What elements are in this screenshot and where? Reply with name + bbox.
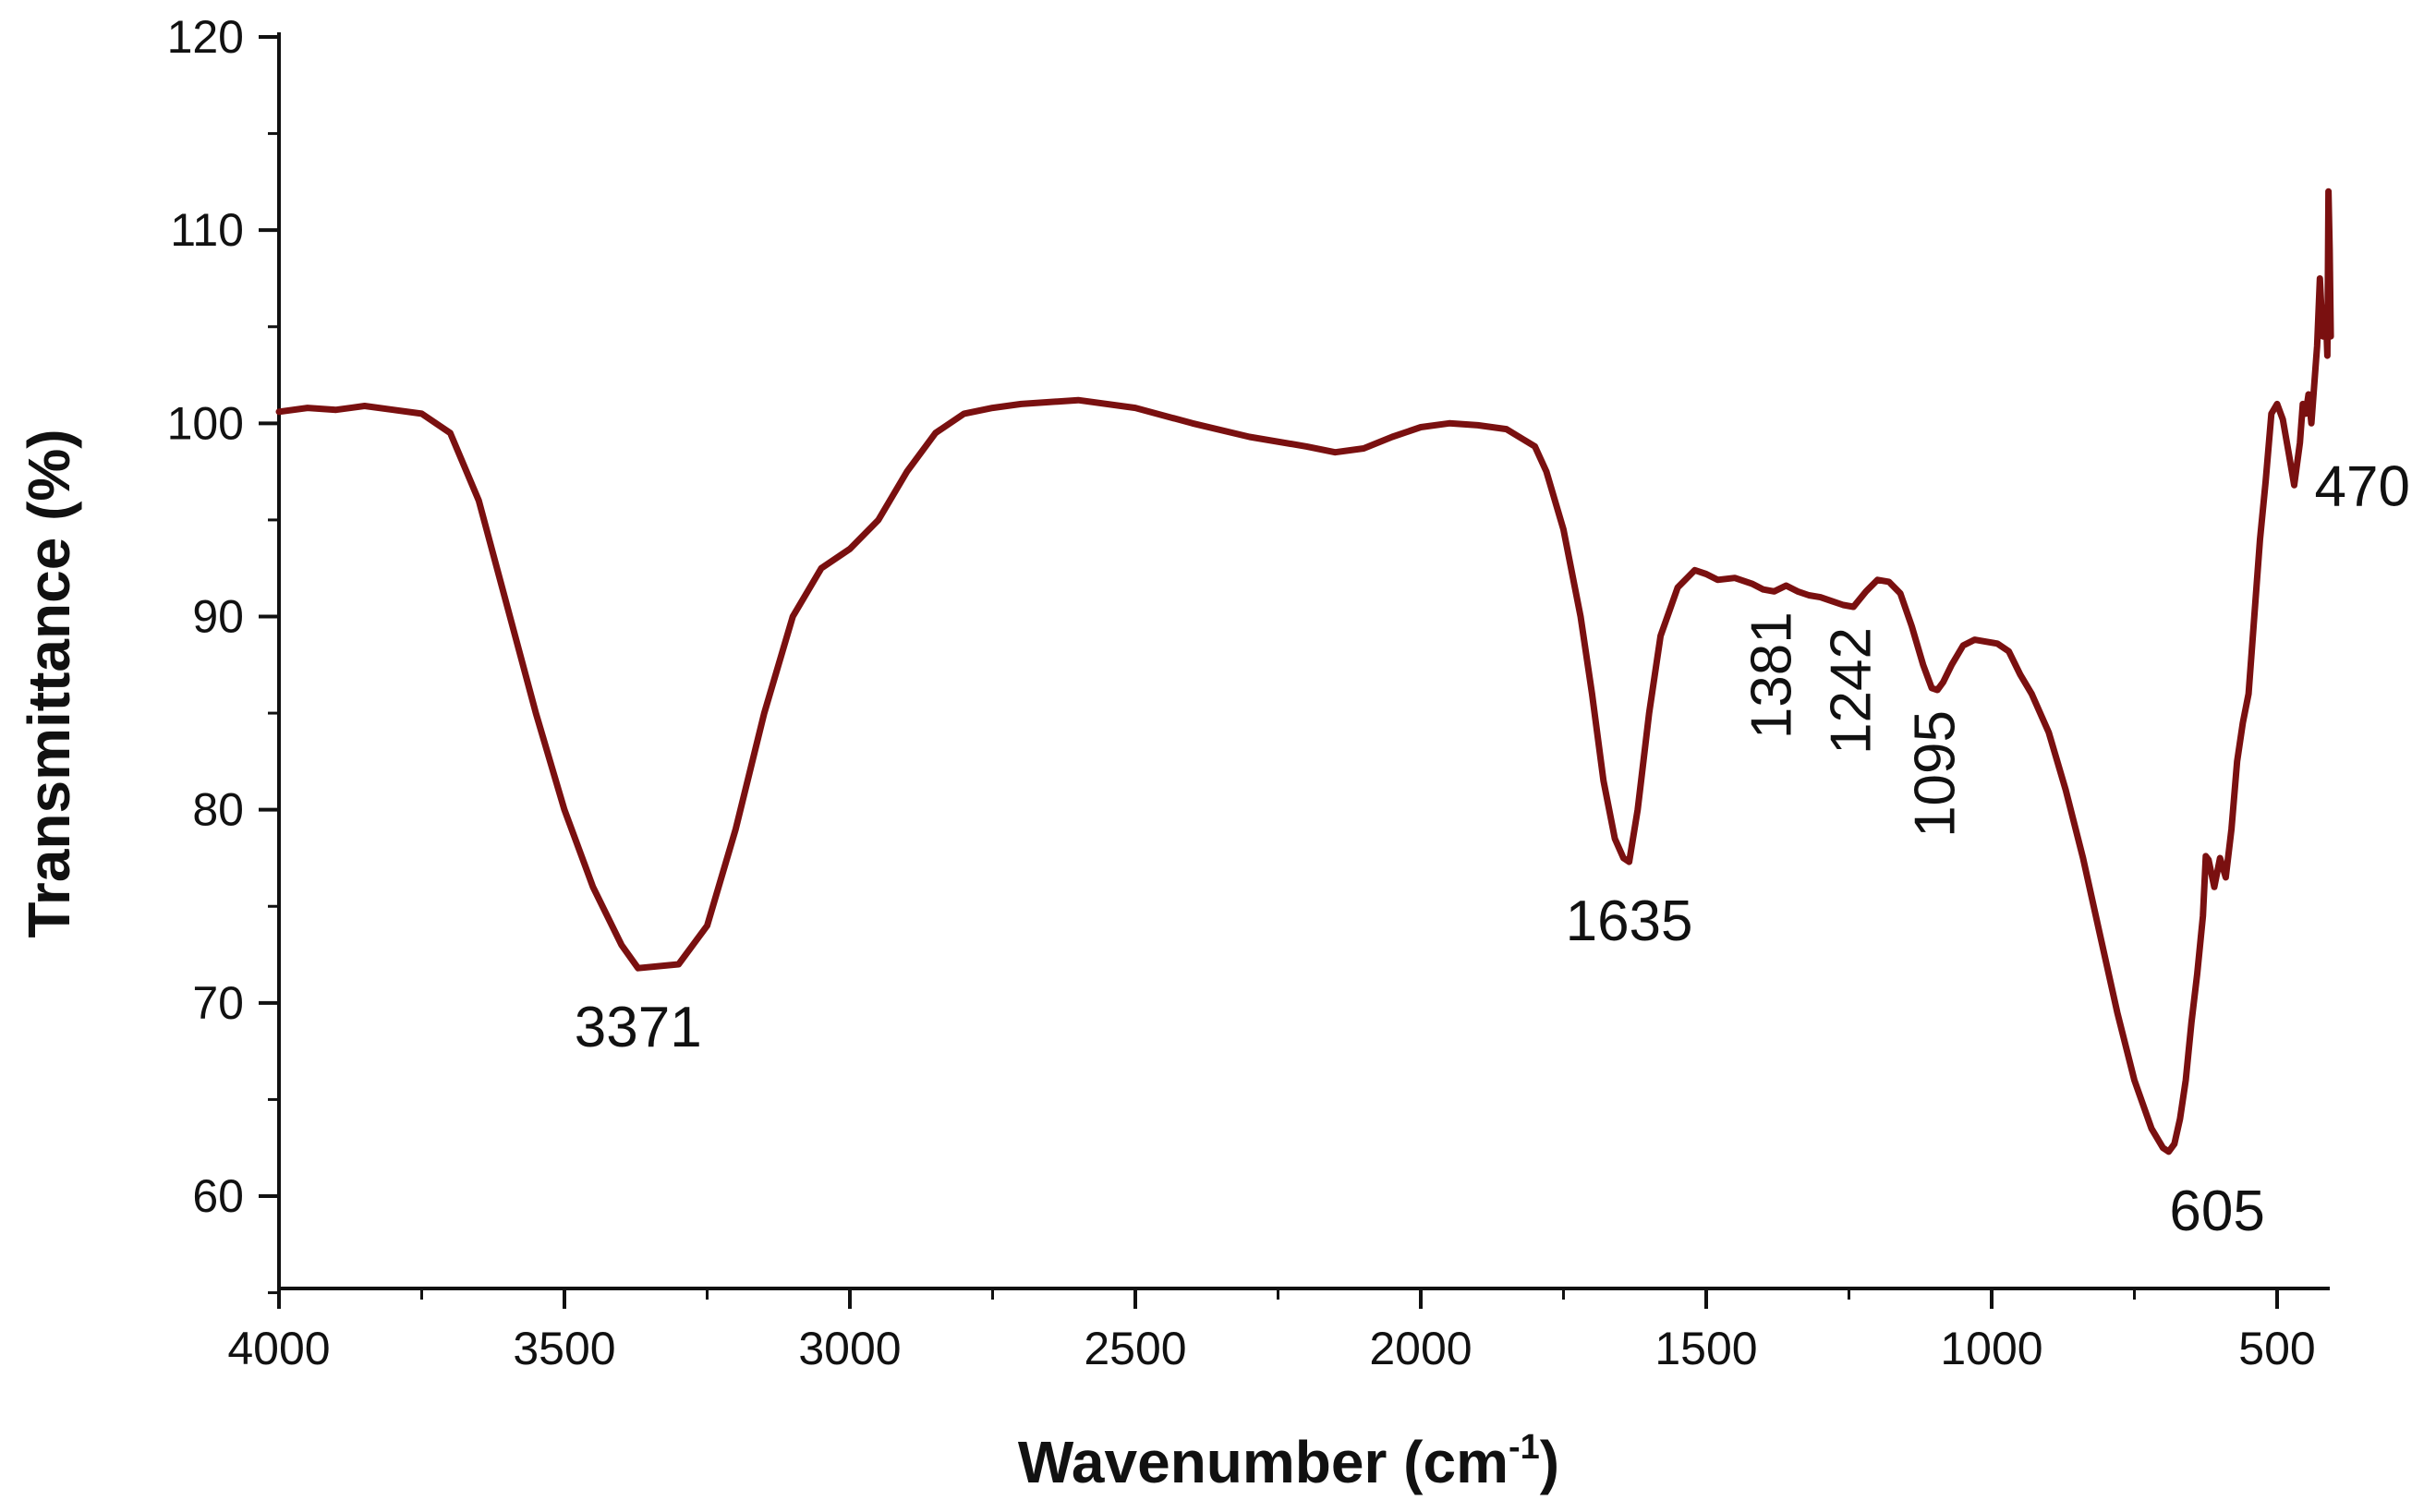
x-tick-label: 4000	[227, 1323, 330, 1374]
x-axis-title-main: Wavenumber (cm	[1018, 1429, 1509, 1495]
y-tick-label: 70	[192, 977, 244, 1029]
x-axis-title-superscript: -1	[1509, 1428, 1540, 1467]
y-tick-label: 110	[170, 204, 244, 256]
peak-label-1635: 1635	[1566, 889, 1693, 953]
tick-labels: 60 70 80 90 100 110 120 4000 3500 3000 2500 2000 150…	[167, 11, 2316, 1374]
x-tick-label: 1000	[1940, 1323, 2042, 1374]
peak-label-605: 605	[2169, 1179, 2264, 1243]
y-tick-label: 80	[192, 784, 244, 836]
axes	[277, 32, 2330, 1290]
x-tick-label: 3500	[513, 1323, 615, 1374]
x-tick-label: 1500	[1654, 1323, 1757, 1374]
x-tick-label: 3000	[798, 1323, 901, 1374]
x-axis-title: Wavenumber (cm-1)	[1018, 1428, 1559, 1495]
x-tick-label: 2000	[1369, 1323, 1472, 1374]
peak-label-1381: 1381	[1740, 611, 1804, 739]
peak-label-1095: 1095	[1903, 710, 1967, 838]
peak-label-1242: 1242	[1819, 627, 1883, 755]
x-tick-label: 2500	[1084, 1323, 1186, 1374]
y-tick-label: 100	[167, 397, 244, 449]
peak-label-470: 470	[2315, 454, 2410, 518]
peak-label-3371: 3371	[575, 996, 702, 1059]
y-tick-label: 90	[192, 591, 244, 643]
x-tick-label: 500	[2238, 1323, 2315, 1374]
ticks	[259, 35, 2279, 1309]
transmittance-series-line	[275, 187, 2334, 1155]
peak-annotations: 3371 1635 1381 1242 1095 605 470	[575, 454, 2410, 1243]
y-tick-label: 120	[167, 11, 244, 63]
y-axis-title: Transmittance (%)	[16, 429, 82, 937]
y-tick-label: 60	[192, 1170, 244, 1222]
x-axis-title-close: )	[1540, 1429, 1559, 1495]
